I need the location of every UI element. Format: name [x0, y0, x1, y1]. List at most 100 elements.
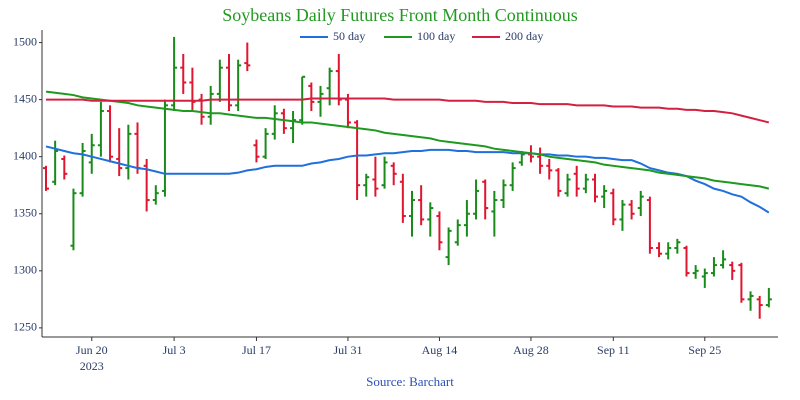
ohlc-bar	[253, 139, 260, 163]
ohlc-bar	[354, 120, 361, 201]
ohlc-bar	[454, 219, 461, 246]
ohlc-bar	[463, 200, 470, 237]
ohlc-bar	[171, 36, 178, 112]
moving-average-line	[45, 145, 770, 214]
ohlc-bar	[125, 124, 132, 180]
ohlc-bar	[619, 200, 626, 231]
y-tick-label: 1500	[13, 34, 37, 48]
ohlc-bar	[280, 108, 287, 134]
ohlc-bar	[152, 185, 159, 205]
moving-average-line	[45, 90, 770, 190]
ohlc-bar	[326, 67, 333, 106]
ohlc-bar	[756, 295, 763, 319]
y-tick-label: 1450	[13, 91, 37, 105]
legend-label: 100 day	[417, 29, 455, 43]
x-year-label: 2023	[80, 359, 104, 373]
ohlc-bar	[235, 59, 242, 112]
ohlc-bar	[573, 165, 580, 197]
ohlc-bar	[335, 53, 342, 106]
ohlc-bar	[720, 250, 727, 269]
ohlc-bar	[161, 99, 168, 197]
legend-label: 50 day	[333, 29, 365, 43]
ohlc-bar	[537, 147, 544, 174]
y-tick-label: 1350	[13, 205, 37, 219]
ohlc-bar	[692, 265, 699, 279]
ohlc-bar	[399, 173, 406, 223]
x-tick-label: Sep 11	[597, 343, 630, 357]
ohlc-bar	[226, 53, 232, 112]
ohlc-bar	[381, 156, 388, 189]
ohlc-bar	[390, 162, 397, 186]
ohlc-bar	[582, 173, 589, 194]
ohlc-bar	[637, 190, 644, 217]
x-tick-label: Jun 20	[76, 343, 108, 357]
y-tick-label: 1300	[13, 263, 37, 277]
ohlc-bar	[564, 173, 571, 197]
ohlc-bar	[491, 190, 498, 237]
ohlc-bar	[509, 162, 516, 191]
ohlc-bar	[244, 42, 251, 72]
ohlc-bar	[344, 93, 351, 129]
ohlc-bar	[88, 133, 95, 174]
ohlc-bar	[427, 202, 434, 237]
ohlc-bar	[482, 179, 489, 220]
ohlc-bar	[610, 188, 617, 226]
ohlc-bar	[299, 75, 306, 125]
ohlc-bar	[656, 242, 663, 258]
ohlc-bar	[665, 242, 672, 260]
ohlc-bar	[747, 291, 754, 311]
x-tick-label: Jul 3	[163, 343, 186, 357]
ohlc-bar	[143, 158, 150, 212]
ohlc-bar	[290, 111, 297, 143]
ohlc-bar	[271, 105, 278, 140]
ohlc-bar	[134, 122, 141, 174]
ohlc-bar	[79, 142, 86, 197]
ohlc-bar	[308, 82, 315, 112]
ohlc-bar	[601, 185, 608, 209]
ohlc-bar	[207, 85, 214, 125]
ohlc-bar	[473, 179, 480, 220]
ohlc-bar	[61, 155, 68, 180]
ohlc-bar	[592, 173, 598, 203]
ohlc-bar	[409, 190, 415, 237]
source-note: Source: Barchart	[366, 374, 454, 389]
ohlc-bar	[418, 185, 425, 226]
ohlc-bar	[70, 188, 77, 251]
ohlc-bar	[216, 59, 223, 102]
x-tick-label: Aug 14	[422, 343, 458, 357]
ohlc-bar	[97, 101, 104, 157]
x-tick-label: Jul 17	[242, 343, 271, 357]
ohlc-bar	[683, 245, 690, 277]
ohlc-bar	[189, 67, 196, 112]
ohlc-bar	[198, 93, 205, 125]
chart-title: Soybeans Daily Futures Front Month Conti…	[222, 5, 578, 25]
ohlc-bar	[436, 211, 443, 251]
ohlc-bar	[363, 173, 370, 197]
x-tick-label: Jul 31	[333, 343, 362, 357]
ohlc-bar	[674, 238, 681, 254]
ohlc-bar	[729, 261, 736, 280]
ohlc-bar	[180, 53, 187, 94]
ohlc-bar	[107, 105, 114, 163]
moving-average-line	[46, 97, 770, 124]
ohlc-bar	[738, 262, 745, 303]
ohlc-bar	[710, 257, 717, 277]
ohlc-bar	[317, 85, 324, 117]
ohlc-bar	[701, 268, 708, 288]
ohlc-bar	[372, 156, 379, 197]
legend-label: 200 day	[505, 29, 543, 43]
ohlc-bar	[262, 128, 269, 159]
ohlc-bar	[43, 165, 49, 191]
ohlc-bar	[116, 128, 123, 177]
ohlc-bar	[445, 227, 452, 266]
ohlc-bar	[500, 179, 507, 209]
y-tick-label: 1400	[13, 148, 37, 162]
ohlc-bar	[546, 158, 553, 180]
ohlc-bar	[555, 168, 562, 197]
x-tick-label: Aug 28	[513, 343, 549, 357]
x-tick-label: Sep 25	[688, 343, 721, 357]
ohlc-bar	[628, 200, 635, 220]
y-tick-label: 1250	[13, 320, 37, 334]
ohlc-bar	[646, 196, 653, 254]
